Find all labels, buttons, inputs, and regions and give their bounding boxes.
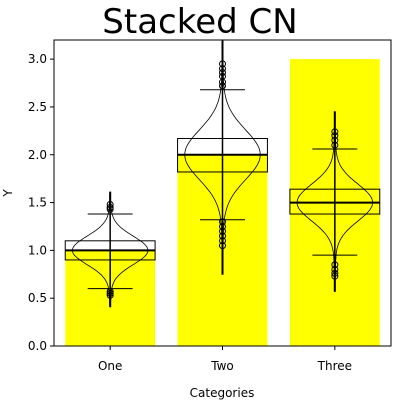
outlier-point	[106, 205, 114, 213]
outlier-point	[219, 222, 226, 230]
y-tick-label: 1.5	[28, 196, 47, 210]
y-tick-label: 2.5	[28, 100, 47, 114]
outlier-point	[219, 72, 226, 80]
outlier-point	[106, 289, 114, 297]
outlier-point	[219, 232, 226, 240]
outlier-point	[219, 60, 226, 68]
x-tick-label: Three	[317, 359, 352, 373]
outlier-point	[106, 291, 114, 299]
outlier-point	[331, 266, 339, 273]
plot-area	[64, 39, 381, 346]
outlier-point	[219, 242, 226, 250]
outlier-point	[106, 287, 114, 295]
outlier-point	[331, 136, 339, 144]
outlier-point	[106, 203, 114, 211]
y-tick-label: 0.5	[28, 291, 47, 305]
y-tick-label: 2.0	[28, 148, 47, 162]
outlier-point	[219, 218, 226, 226]
x-tick-label: Two	[210, 359, 234, 373]
y-tick-label: 3.0	[28, 52, 47, 66]
x-tick-label: One	[98, 359, 122, 373]
x-axis: One Two Three	[98, 346, 352, 373]
violin-shape	[72, 191, 149, 308]
outlier-point	[331, 128, 339, 136]
violin-shape	[296, 111, 374, 292]
x-axis-label: Categories	[190, 386, 255, 400]
outlier-point	[331, 141, 339, 149]
outlier-point	[331, 272, 339, 280]
y-tick-label: 1.0	[28, 243, 47, 257]
outlier-point	[331, 132, 339, 140]
y-tick-label: 0.0	[28, 339, 47, 353]
outlier-point	[219, 227, 226, 235]
chart-title: Stacked CN	[102, 2, 297, 42]
outlier-point	[331, 269, 339, 277]
outlier-point	[219, 69, 226, 77]
outlier-point	[106, 200, 114, 208]
outlier-point	[219, 237, 226, 245]
outlier-point	[219, 82, 226, 90]
y-axis-label: Y	[1, 189, 15, 198]
outlier-point	[219, 65, 226, 73]
outlier-point	[331, 261, 339, 269]
y-axis: 0.0 0.5 1.0 1.5 2.0 2.5 3.0	[28, 52, 54, 353]
